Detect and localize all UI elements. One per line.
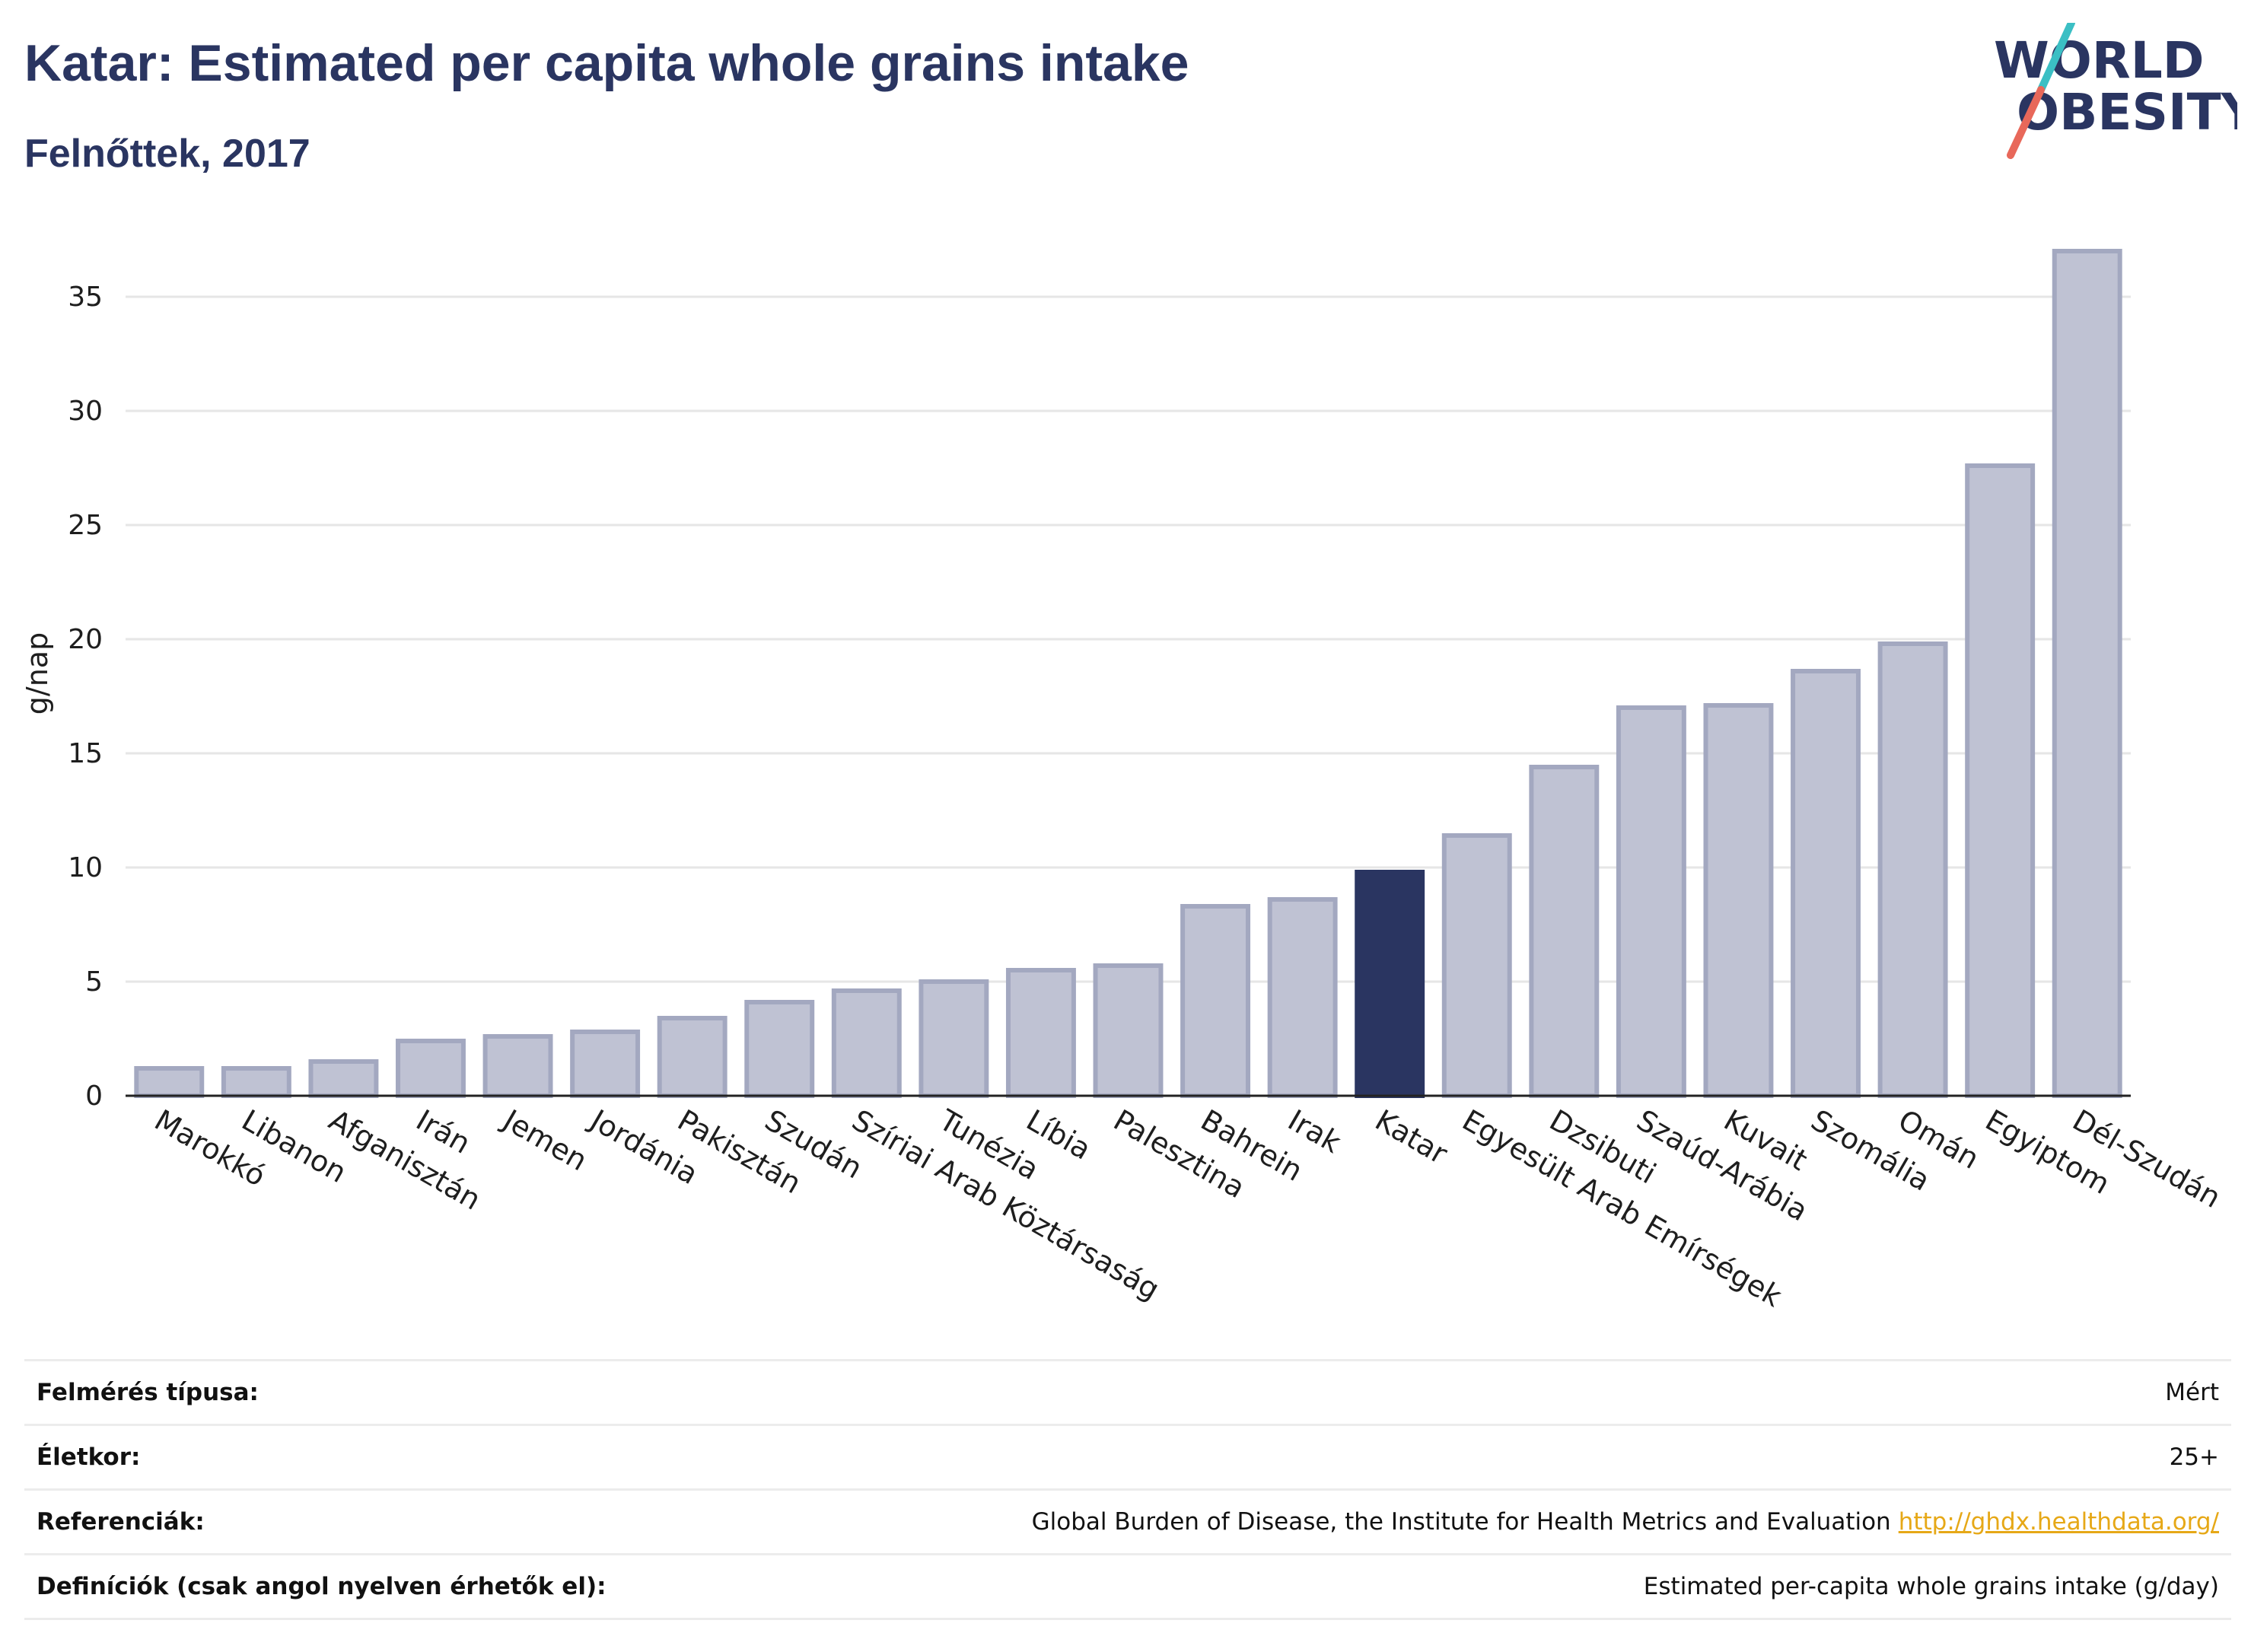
bar-bahrein: [1180, 904, 1251, 1098]
chart-title: Katar: Estimated per capita whole grains…: [24, 34, 1189, 92]
bar-jemen: [482, 1034, 553, 1098]
bar-szudán: [744, 1000, 815, 1098]
info-value: Estimated per-capita whole grains intake…: [1643, 1573, 2219, 1600]
bar-irán: [396, 1039, 466, 1098]
info-label: Referenciák:: [37, 1508, 205, 1536]
info-row-age: Életkor: 25+: [24, 1424, 2231, 1488]
logo-slash-teal: [2037, 23, 2075, 94]
bar-líbia: [1005, 968, 1076, 1098]
bar-palesztina: [1093, 963, 1164, 1098]
info-value: Mért: [2165, 1379, 2219, 1406]
y-axis-ticks: 0 5 10 15 20 25 30 35: [68, 282, 103, 1112]
info-row-references: Referenciák: Global Burden of Disease, t…: [24, 1488, 2231, 1553]
bar-afganisztán: [308, 1059, 379, 1098]
bar-libanon: [221, 1066, 291, 1098]
bar-irak: [1267, 897, 1338, 1098]
info-value: Global Burden of Disease, the Institute …: [1031, 1508, 1891, 1536]
y-tick-label: 0: [85, 1081, 103, 1112]
y-tick-label: 15: [68, 738, 103, 769]
bar-szíriai-arab-köztársaság: [831, 988, 902, 1098]
bar-szaúd-arábia: [1616, 705, 1686, 1098]
bar-szomália: [1791, 669, 1861, 1098]
y-tick-label: 25: [68, 510, 103, 541]
info-value-wrap: Global Burden of Disease, the Institute …: [1032, 1508, 2219, 1536]
bar-pakisztán: [657, 1016, 728, 1098]
info-row-survey-type: Felmérés típusa: Mért: [24, 1359, 2231, 1424]
bar-tunézia: [919, 979, 989, 1098]
bars: [134, 249, 2122, 1098]
x-tick-label: Katar: [1370, 1103, 1453, 1171]
y-axis-title: g/nap: [21, 632, 54, 715]
y-tick-label: 10: [68, 852, 103, 883]
logo-line2: OBESITY: [2017, 83, 2237, 142]
world-obesity-logo: WORLD OBESITY: [1994, 23, 2237, 159]
info-label: Életkor:: [37, 1444, 141, 1471]
bar-dél-szudán: [2052, 249, 2122, 1098]
logo-line1: WORLD: [1994, 31, 2205, 90]
bar-dzsibuti: [1529, 765, 1600, 1098]
bar-kuvait: [1703, 703, 1774, 1098]
y-tick-label: 35: [68, 282, 103, 313]
logo-slash-red: [2007, 86, 2045, 159]
bar-katar: [1355, 870, 1425, 1098]
y-tick-label: 30: [68, 396, 103, 427]
y-tick-label: 5: [85, 966, 103, 998]
x-tick-label: Jemen: [496, 1103, 593, 1178]
bar-marokkó: [134, 1066, 205, 1098]
info-label: Felmérés típusa:: [37, 1379, 259, 1406]
chart-subtitle: Felnőttek, 2017: [24, 132, 310, 176]
bar-egyesült-arab-emírségek: [1441, 833, 1512, 1098]
bar-egyiptom: [1965, 463, 2036, 1098]
bar-jordánia: [570, 1030, 641, 1098]
reference-link[interactable]: http://ghdx.healthdata.org/: [1898, 1508, 2219, 1536]
info-label: Definíciók (csak angol nyelven érhetők e…: [37, 1573, 607, 1600]
bar-omán: [1877, 641, 1948, 1098]
info-table: Felmérés típusa: Mért Életkor: 25+ Refer…: [24, 1359, 2231, 1620]
info-row-definitions: Definíciók (csak angol nyelven érhetők e…: [24, 1553, 2231, 1620]
y-tick-label: 20: [68, 624, 103, 655]
info-value: 25+: [2169, 1444, 2219, 1471]
